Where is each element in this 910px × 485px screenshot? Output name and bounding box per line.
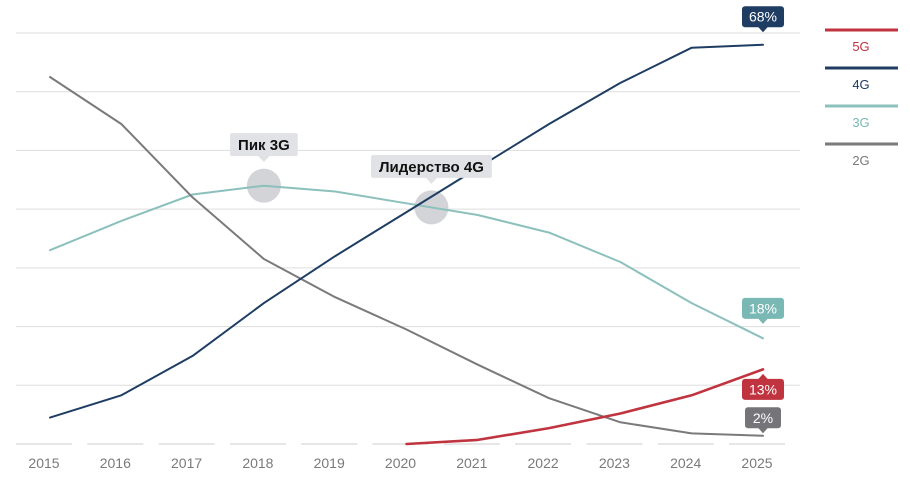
series-lines: [49, 43, 765, 446]
legend: 5G 4G 3G 2G: [825, 28, 898, 168]
legend-item-3g: 3G: [825, 104, 898, 130]
end-label-5g: 13%: [741, 373, 785, 400]
legend-label: 4G: [852, 77, 869, 92]
series-line-2g: [49, 76, 764, 437]
end-label-box: [741, 297, 785, 319]
annotations: Пик 3G Лидерство 4G: [230, 133, 492, 184]
series-line-3g: [49, 184, 764, 340]
x-tick-label: 2017: [171, 455, 202, 471]
series-line-4g: [49, 43, 764, 419]
x-axis: 2015 2016 2017 2018 2019 2020 2021 2022 2023 2024…: [28, 455, 772, 471]
x-tick-label: 2025: [741, 455, 772, 471]
annotation-text: Лидерство 4G: [379, 159, 484, 176]
legend-label: 2G: [852, 153, 869, 168]
end-label-pointer: [758, 318, 768, 324]
legend-item-5g: 5G: [825, 28, 898, 54]
end-label-box: [741, 6, 785, 28]
x-tick-label: 2019: [314, 455, 345, 471]
end-label-pointer: [758, 373, 768, 380]
series-line-5g: [405, 368, 765, 446]
x-tick-label: 2015: [28, 455, 59, 471]
x-tick-label: 2018: [242, 455, 273, 471]
annotation-callout: Лидерство 4G: [371, 154, 492, 184]
x-tick-label: 2024: [670, 455, 701, 471]
end-label-4g: 68%: [741, 6, 785, 33]
x-tick-label: 2023: [599, 455, 630, 471]
end-label-pointer: [758, 427, 768, 434]
annotation-pointer: [425, 177, 438, 184]
annotation-callout: Пик 3G: [230, 133, 298, 163]
x-tick-label: 2016: [100, 455, 131, 471]
end-label-box: [741, 378, 785, 400]
annotation-box: [371, 154, 492, 178]
end-label-text: 68%: [749, 9, 777, 25]
annotation-box: [230, 133, 298, 157]
end-label-text: 13%: [749, 381, 777, 397]
end-label-2g: 2%: [745, 407, 781, 434]
legend-label: 5G: [852, 39, 869, 54]
end-value-labels: 13% 68% 18% 2%: [741, 6, 785, 434]
end-label-text: 18%: [749, 300, 777, 316]
legend-item-2g: 2G: [825, 142, 898, 168]
end-label-pointer: [758, 26, 768, 33]
x-tick-label: 2022: [528, 455, 559, 471]
end-label-text: 2%: [753, 410, 773, 426]
annotation-text: Пик 3G: [238, 137, 290, 154]
end-label-box: [745, 407, 781, 429]
end-label-3g: 18%: [741, 297, 785, 324]
x-tick-label: 2020: [385, 455, 416, 471]
annotation-pointer: [257, 155, 270, 163]
grid-layer: [16, 32, 800, 445]
legend-label: 3G: [852, 115, 869, 130]
legend-item-4g: 4G: [825, 66, 898, 92]
x-tick-label: 2021: [456, 455, 487, 471]
